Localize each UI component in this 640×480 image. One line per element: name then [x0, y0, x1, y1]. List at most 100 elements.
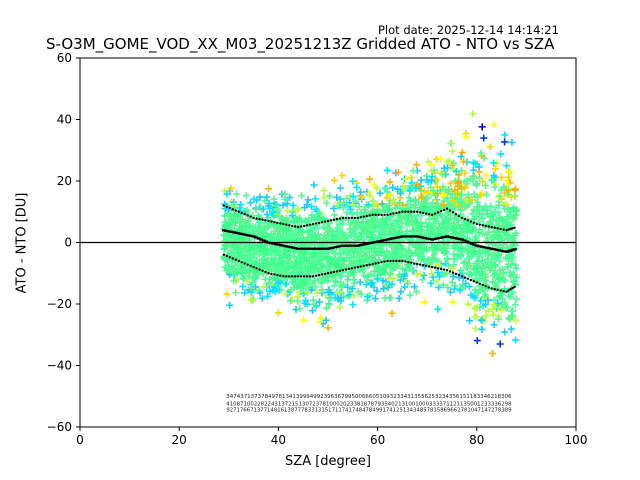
mean-marker — [268, 242, 273, 245]
data-point — [256, 193, 264, 201]
stddev-marker — [425, 212, 428, 215]
stddev-marker — [463, 276, 467, 279]
stddev-marker — [258, 268, 261, 271]
data-point — [490, 301, 498, 309]
data-point — [476, 226, 484, 234]
stddev-marker — [392, 212, 395, 215]
data-point — [448, 139, 456, 147]
data-point — [490, 321, 498, 329]
data-point — [310, 300, 318, 308]
data-point — [227, 184, 235, 192]
data-point — [469, 110, 477, 118]
data-point — [344, 283, 352, 291]
data-point — [417, 244, 425, 252]
data-point — [403, 200, 411, 208]
data-point — [444, 185, 452, 193]
data-point — [496, 233, 504, 241]
data-point — [497, 173, 505, 181]
stddev-marker — [487, 225, 490, 228]
mean-marker — [489, 247, 494, 250]
data-point — [448, 147, 456, 155]
stddev-marker — [302, 275, 306, 278]
stddev-marker — [285, 223, 288, 226]
data-point — [484, 296, 492, 304]
mean-marker — [333, 246, 338, 249]
data-point — [449, 204, 457, 212]
data-point — [511, 231, 519, 239]
data-point — [397, 288, 405, 296]
stddev-marker — [368, 214, 371, 217]
data-point — [323, 304, 331, 312]
data-point — [440, 242, 448, 250]
mean-marker — [378, 239, 383, 243]
data-point — [494, 217, 502, 225]
data-point — [276, 266, 284, 274]
stddev-marker — [270, 272, 273, 276]
mean-marker — [326, 247, 330, 250]
data-point — [266, 287, 274, 295]
stddev-marker — [228, 206, 231, 210]
mean-marker — [278, 244, 283, 247]
data-point — [502, 254, 510, 262]
data-point — [318, 240, 326, 248]
data-point — [486, 218, 494, 226]
mean-marker — [303, 247, 308, 250]
data-point — [496, 192, 504, 200]
data-point — [489, 212, 497, 220]
stddev-marker — [511, 286, 514, 290]
stddev-marker — [329, 271, 333, 274]
stddev-marker — [442, 208, 446, 212]
data-point — [477, 297, 485, 305]
mean-marker — [246, 234, 251, 237]
data-point — [440, 201, 448, 209]
data-point — [251, 223, 259, 231]
mean-marker — [430, 238, 435, 241]
data-point — [429, 246, 437, 254]
stddev-marker — [439, 209, 443, 213]
data-point — [331, 260, 339, 268]
stddev-marker — [463, 217, 467, 221]
stddev-marker — [436, 211, 440, 214]
stddev-marker — [377, 261, 380, 264]
data-point — [221, 244, 229, 252]
data-point — [402, 219, 410, 227]
data-point — [460, 227, 468, 235]
data-point — [476, 209, 484, 217]
data-point — [482, 182, 490, 190]
data-point — [491, 262, 499, 270]
data-point — [478, 257, 486, 265]
data-point — [311, 195, 319, 203]
data-point — [445, 157, 453, 165]
data-point — [408, 179, 416, 187]
x-axis-label: SZA [degree] — [285, 454, 371, 469]
stddev-marker — [475, 222, 478, 226]
data-point — [247, 199, 255, 207]
data-point — [258, 294, 266, 302]
data-point — [434, 269, 442, 277]
mean-marker — [353, 244, 358, 247]
data-point — [383, 220, 391, 228]
data-point — [499, 269, 507, 277]
stddev-marker — [433, 212, 437, 215]
data-point — [499, 301, 507, 309]
stddev-marker — [249, 264, 252, 268]
data-point — [225, 263, 233, 271]
data-point — [408, 267, 416, 275]
data-point — [320, 187, 328, 195]
data-point — [373, 209, 381, 217]
stddev-marker — [305, 224, 309, 227]
stddev-marker — [314, 274, 318, 277]
data-point — [446, 288, 454, 296]
data-point — [508, 193, 516, 201]
data-point — [411, 213, 419, 221]
data-point — [244, 237, 252, 245]
data-point — [276, 225, 284, 233]
mean-marker — [239, 232, 244, 235]
data-point — [337, 281, 345, 289]
data-point — [318, 286, 326, 294]
data-point — [327, 240, 335, 248]
data-point — [366, 192, 374, 200]
data-point — [465, 270, 473, 278]
stddev-marker — [454, 272, 458, 276]
mean-marker — [477, 245, 482, 248]
